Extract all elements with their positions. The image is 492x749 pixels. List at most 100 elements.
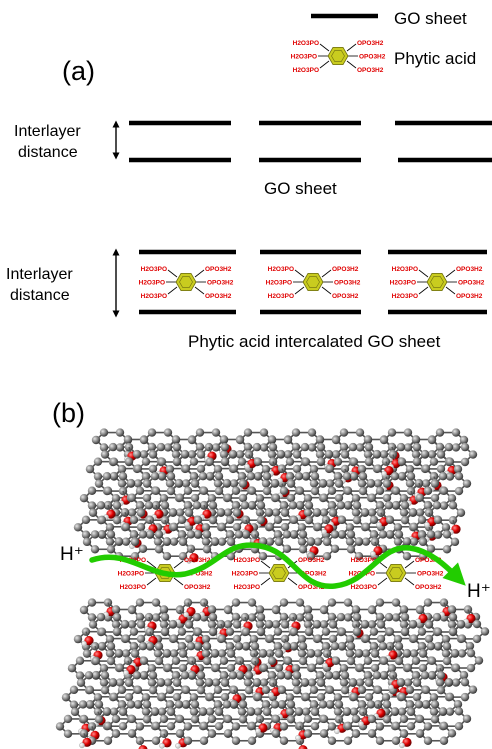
carbon-atom (442, 545, 452, 554)
carbon-atom (223, 729, 233, 738)
carbon-atom (81, 530, 91, 539)
carbon-atom (336, 501, 346, 510)
carbon-atom (333, 693, 343, 702)
carbon-atom (204, 442, 214, 452)
carbon-atom (255, 620, 265, 629)
carbon-atom (183, 486, 193, 495)
carbon-atom (460, 442, 470, 452)
hydrogen-atom (175, 743, 181, 749)
carbon-atom (214, 722, 224, 731)
carbon-atom (244, 450, 254, 459)
carbon-atom (427, 450, 437, 459)
carbon-atom (348, 442, 358, 452)
carbon-atom (292, 464, 302, 474)
carbon-atom (454, 486, 464, 496)
carbon-atom (451, 663, 461, 672)
carbon-atom (454, 707, 464, 716)
carbon-atom (129, 515, 139, 525)
carbon-atom (330, 642, 340, 651)
carbon-atom (319, 729, 329, 738)
carbon-atom (334, 479, 344, 488)
carbon-atom (360, 508, 370, 517)
graphene-oxide-layer-bottom (55, 598, 490, 749)
carbon-atom (451, 428, 461, 437)
carbon-atom (136, 620, 146, 629)
carbon-atom (184, 620, 194, 629)
carbon-atom (175, 729, 185, 738)
carbon-atom (295, 500, 305, 510)
carbon-atom (169, 649, 179, 658)
carbon-atom (270, 478, 280, 488)
carbon-atom (165, 479, 175, 488)
carbon-atom (322, 537, 332, 547)
carbon-atom (214, 472, 224, 481)
carbon-atom (133, 685, 143, 695)
legend-phytic-molecule (290, 39, 387, 75)
carbon-atom (226, 649, 236, 658)
carbon-atom (88, 508, 98, 517)
carbon-atom (196, 685, 206, 695)
carbon-atom (460, 457, 470, 467)
carbon-atom (118, 472, 128, 481)
carbon-atom (394, 642, 404, 651)
carbon-atom (415, 493, 425, 502)
carbon-atom (421, 700, 431, 709)
carbon-atom (226, 537, 236, 547)
carbon-atom (466, 648, 476, 658)
carbon-atom (453, 464, 463, 474)
carbon-atom (399, 714, 409, 724)
carbon-atom (283, 450, 293, 459)
carbon-atom (447, 620, 457, 629)
carbon-atom (351, 493, 361, 503)
carbon-atom (424, 634, 434, 644)
carbon-atom (151, 486, 161, 495)
carbon-atom (142, 700, 152, 709)
carbon-atom (274, 663, 284, 673)
carbon-atom (352, 501, 362, 510)
carbon-atom (279, 486, 289, 495)
carbon-atom (241, 530, 251, 539)
carbon-atom (300, 442, 310, 452)
carbon-atom (201, 634, 211, 644)
carbon-atom (166, 722, 176, 731)
carbon-atom (117, 700, 127, 709)
carbon-atom (280, 620, 290, 629)
carbon-atom (423, 598, 433, 607)
carbon-atom (96, 501, 106, 510)
carbon-atom (73, 634, 83, 644)
carbon-atom (105, 537, 115, 546)
carbon-atom (99, 678, 109, 687)
carbon-atom (454, 472, 464, 481)
carbon-atom (399, 493, 409, 503)
carbon-atom (448, 627, 458, 636)
carbon-atom (298, 642, 308, 651)
carbon-atom (388, 450, 398, 459)
carbon-atom (378, 642, 388, 651)
carbon-atom (253, 457, 263, 466)
carbon-atom (438, 472, 448, 481)
carbon-atom (403, 678, 413, 687)
carbon-atom (205, 471, 215, 481)
carbon-atom (334, 700, 344, 709)
carbon-atom (271, 714, 281, 724)
carbon-atom (102, 472, 112, 481)
carbon-atom (349, 707, 359, 716)
carbon-atom (100, 450, 110, 459)
carbon-atom (102, 707, 112, 716)
carbon-atom (459, 670, 469, 680)
carbon-atom (289, 530, 299, 539)
carbon-atom (357, 685, 367, 695)
carbon-atom (138, 544, 148, 553)
carbon-atom (117, 685, 127, 695)
carbon-atom (306, 648, 316, 658)
carbon-atom (160, 627, 170, 636)
carbon-atom (429, 457, 439, 466)
carbon-atom (339, 428, 349, 437)
carbon-atom (343, 598, 353, 607)
carbon-atom (379, 435, 389, 445)
carbon-atom (93, 693, 103, 702)
carbon-atom (324, 449, 334, 459)
carbon-atom (201, 649, 211, 658)
carbon-atom (130, 537, 140, 547)
carbon-atom (382, 479, 392, 488)
